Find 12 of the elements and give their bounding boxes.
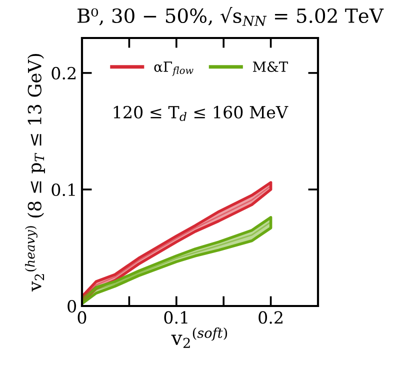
y-axis-title: v$_{2}$$^{(heavy)}$ (8 ≤ p$_{T}$ ≤ 13 GeV) [25, 54, 45, 292]
y-tick-label: 0 [68, 300, 76, 313]
x-tick-label: 0 [78, 311, 86, 324]
x-tick-label: 0.2 [258, 311, 282, 324]
x-axis-title: v$_{2}$$^{(soft)}$ [171, 327, 228, 348]
x-tick-label: 0.1 [164, 311, 188, 324]
y-tick-label: 0.1 [52, 183, 75, 196]
annotation: 120 ≤ T$_{d}$ ≤ 160 MeV [114, 106, 288, 122]
legend-label: αΓ$_{flow}$ [154, 62, 194, 76]
legend-label: M&T [252, 61, 288, 72]
y-tick-label: 0.2 [52, 66, 76, 80]
chart-title: B⁰, 30 − 50%, √s$_{NN}$ = 5.02 TeV [78, 7, 384, 26]
